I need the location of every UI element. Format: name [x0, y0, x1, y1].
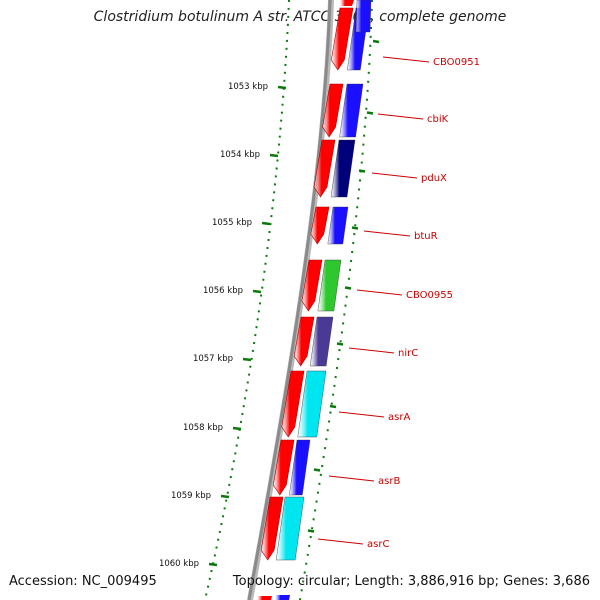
ruler-tick: [252, 289, 262, 294]
gene-label: CBO0955: [406, 290, 453, 301]
gene-arrow: [310, 206, 330, 245]
cds-tick: [344, 286, 352, 290]
cds-bar: [297, 370, 327, 438]
ruler-tick: [208, 562, 218, 567]
cds-tick: [313, 468, 321, 472]
gene-label: asrB: [378, 476, 400, 487]
cds-bar: [289, 439, 311, 496]
cds-bar-partial: [275, 595, 290, 600]
backbone-line: [247, 0, 332, 600]
ruler-tick-label: 1060 kbp: [159, 559, 199, 569]
ruler-tick-label: 1056 kbp: [203, 286, 243, 296]
gene-arrow: [272, 439, 295, 496]
gene-label: cbiK: [427, 114, 449, 125]
gene-label-line: [328, 475, 375, 482]
cds-bar: [330, 139, 356, 198]
gene-label-line: [377, 113, 424, 120]
gene-arrow: [301, 259, 323, 312]
ruler-tick-label: 1053 kbp: [228, 82, 268, 92]
ruler-tick-label: 1058 kbp: [183, 423, 223, 433]
gene-label-line: [338, 411, 385, 418]
label-layer: CBO0951 cbiK pduX btuR CBO0955 nirC asrA asrB as…: [317, 56, 480, 550]
ruler-tick: [261, 221, 271, 226]
ruler-layer: 1053 kbp 1054 kbp 1055 kbp 1056 kbp 1057 kbp…: [159, 0, 373, 600]
gene-arrow: [322, 83, 344, 138]
cds-tick: [329, 404, 337, 409]
gene-arrow: [313, 139, 336, 198]
cds-tick: [307, 529, 315, 533]
gene-label: btuR: [414, 231, 438, 242]
gene-label-line: [371, 172, 418, 179]
gene-arrow-partial: [257, 596, 272, 600]
gene-label-line: [363, 230, 411, 237]
ruler-tick-label: 1055 kbp: [212, 218, 252, 228]
gene-label: asrC: [367, 539, 389, 550]
gene-layer: [257, 0, 380, 600]
ruler-tick: [232, 426, 242, 431]
cds-bar-partial: [355, 0, 372, 33]
cds-bar: [317, 259, 342, 312]
gene-arrow: [293, 316, 315, 367]
cds-bar: [275, 496, 305, 561]
gene-arrow-partial: [340, 0, 354, 6]
cds-tick: [336, 342, 344, 346]
ruler-tick: [269, 153, 279, 158]
ruler-tick-label: 1054 kbp: [220, 150, 260, 160]
gene-label-line: [348, 347, 395, 354]
gene-label-line: [382, 56, 430, 63]
ruler-tick: [242, 357, 252, 362]
ruler-tick: [220, 494, 230, 499]
cds-bar: [327, 206, 349, 245]
ruler-tick: [277, 85, 287, 90]
ruler-tick-label: 1057 kbp: [193, 354, 233, 364]
gene-arrow: [281, 370, 305, 438]
cds-bar: [339, 83, 364, 138]
gene-arrow: [331, 7, 354, 71]
genome-summary-text: Topology: circular; Length: 3,886,916 bp…: [232, 574, 590, 589]
gene-arrow: [260, 496, 284, 561]
cds-tick: [358, 169, 366, 173]
gene-label: CBO0951: [433, 57, 480, 68]
cds-tick: [372, 39, 380, 44]
cds-bar: [309, 316, 334, 367]
gene-label-line: [356, 289, 403, 296]
accession-text: Accession: NC_009495: [9, 574, 157, 589]
backbone-layer: [247, 0, 334, 600]
cds-tick: [366, 111, 374, 115]
ruler-line: [204, 0, 290, 600]
gene-label: nirC: [398, 348, 418, 359]
map-title: Clostridium botulinum A str. ATCC 3502, …: [93, 9, 507, 25]
ruler-tick-label: 1059 kbp: [171, 491, 211, 501]
gene-label-line: [317, 538, 364, 545]
gene-label: asrA: [388, 412, 410, 423]
cds-tick: [351, 226, 359, 230]
gene-label: pduX: [421, 173, 447, 184]
